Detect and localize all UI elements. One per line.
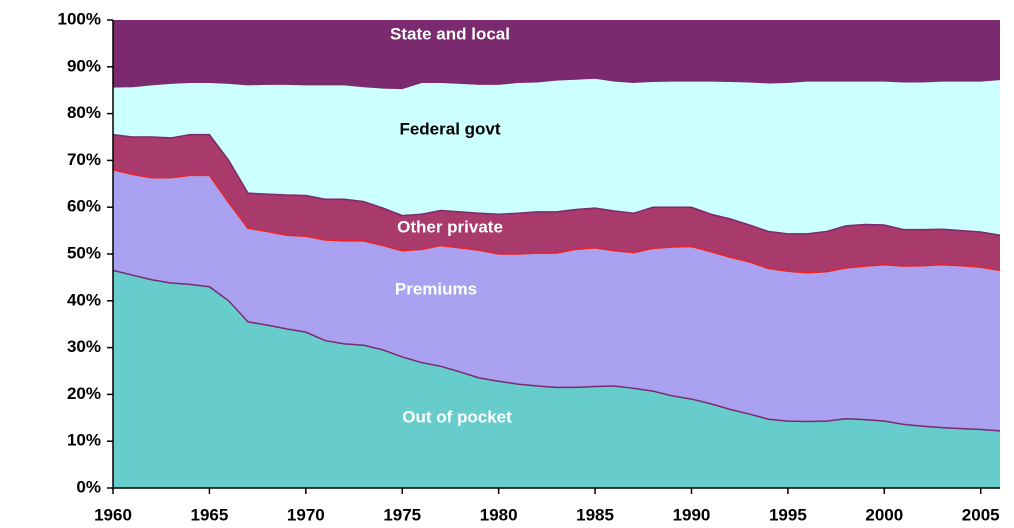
y-tick-label: 30%	[67, 337, 101, 356]
area-edge	[112, 169, 1001, 274]
x-tick-label: 1960	[94, 505, 132, 524]
y-tick-label: 10%	[67, 431, 101, 450]
y-tick-label: 70%	[67, 150, 101, 169]
area	[113, 78, 1000, 236]
x-tick-label: 1990	[673, 505, 711, 524]
y-tick-label: 40%	[67, 290, 101, 309]
x-tick-label: 1985	[576, 505, 614, 524]
y-tick-label: 100%	[58, 9, 101, 28]
area	[113, 134, 1000, 273]
y-tick-label: 20%	[67, 384, 101, 403]
area-edge	[112, 77, 1001, 90]
x-tick-label: 1975	[383, 505, 421, 524]
series-label: Federal govt	[399, 119, 500, 138]
y-tick-label: 0%	[76, 477, 101, 496]
y-tick-label: 90%	[67, 56, 101, 75]
x-tick-label: 1980	[480, 505, 518, 524]
y-tick-label: 60%	[67, 197, 101, 216]
area	[113, 270, 1000, 488]
series-label: State and local	[390, 24, 510, 43]
x-tick-label: 1965	[190, 505, 228, 524]
x-tick-label: 1995	[769, 505, 807, 524]
area-edge	[112, 133, 1001, 237]
area	[113, 20, 1000, 89]
area-edge	[112, 269, 1001, 432]
y-tick-label: 50%	[67, 243, 101, 262]
area	[113, 169, 1000, 431]
x-tick-label: 1970	[287, 505, 325, 524]
x-tick-label: 2000	[865, 505, 903, 524]
x-tick-label: 2005	[962, 505, 1000, 524]
y-tick-label: 80%	[67, 103, 101, 122]
series-label: Out of pocket	[402, 407, 512, 426]
series-label: Premiums	[395, 279, 477, 298]
series-label: Other private	[397, 217, 503, 236]
